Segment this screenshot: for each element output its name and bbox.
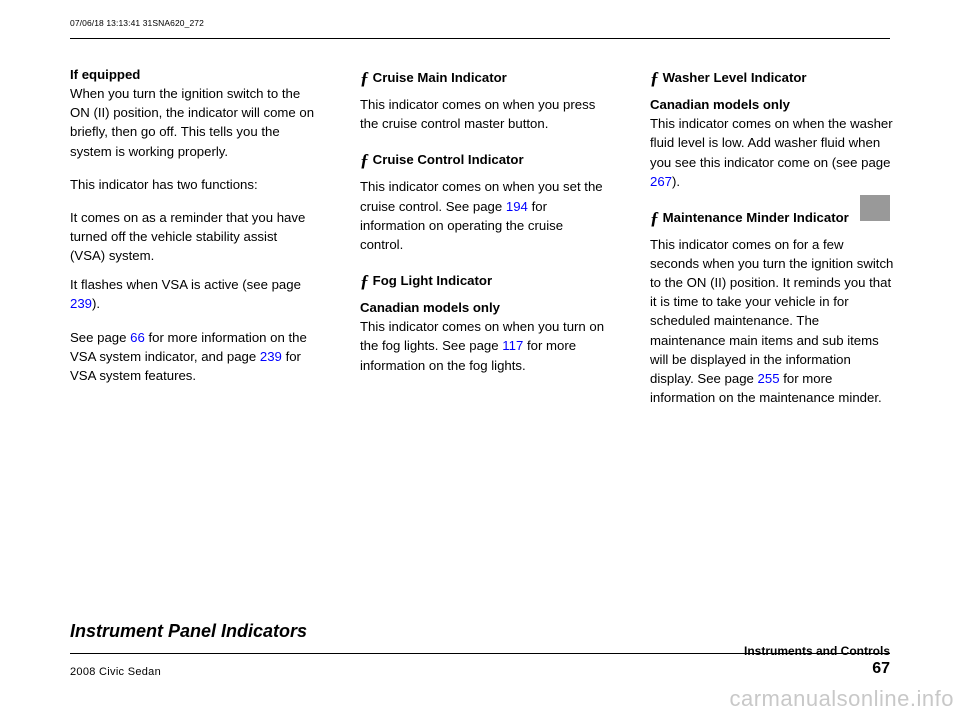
col3-p1-b: ). bbox=[672, 174, 680, 189]
column-2: ƒ Cruise Main Indicator This indicator c… bbox=[360, 65, 605, 421]
page-side-tab bbox=[860, 195, 890, 221]
col1-para3: See page 66 for more information on the … bbox=[70, 328, 315, 385]
canadian-label-2: Canadian models only bbox=[650, 97, 790, 112]
column-1: If equipped When you turn the ignition s… bbox=[70, 65, 315, 421]
col1-para1: If equipped When you turn the ignition s… bbox=[70, 65, 315, 161]
page-footer: 2008 Civic Sedan Instruments and Control… bbox=[70, 644, 890, 678]
col2-h3-line: ƒ Fog Light Indicator bbox=[360, 268, 605, 294]
page-link-239a[interactable]: 239 bbox=[70, 296, 92, 311]
col2-p1: This indicator comes on when you press t… bbox=[360, 95, 605, 133]
page-link-194[interactable]: 194 bbox=[506, 199, 528, 214]
manual-id: 2008 Civic Sedan bbox=[70, 666, 161, 678]
col3-p1-a: This indicator comes on when the washer … bbox=[650, 116, 893, 169]
col1-item2: It flashes when VSA is active (see page … bbox=[70, 275, 315, 313]
content-columns: If equipped When you turn the ignition s… bbox=[70, 45, 890, 421]
col2-p2-a: This indicator comes on when you set the… bbox=[360, 179, 603, 213]
col1-item1-text: It comes on as a reminder that you have … bbox=[70, 210, 305, 263]
col3-p1: Canadian models only This indicator come… bbox=[650, 95, 895, 191]
header-rule bbox=[70, 38, 890, 39]
fancy-f-icon: ƒ bbox=[360, 268, 369, 294]
footer-chapter: Instruments and Controls bbox=[744, 644, 890, 658]
col1-item2-text-b: ). bbox=[92, 296, 100, 311]
fog-light-heading: Fog Light Indicator bbox=[373, 273, 492, 288]
page-number: 67 bbox=[744, 659, 890, 678]
fancy-f-icon: ƒ bbox=[650, 65, 659, 91]
fancy-f-icon: ƒ bbox=[360, 65, 369, 91]
watermark: carmanualsonline.info bbox=[729, 686, 954, 712]
cruise-control-heading: Cruise Control Indicator bbox=[373, 152, 524, 167]
col1-para2-intro: This indicator has two functions: bbox=[70, 175, 315, 194]
section-title: Instrument Panel Indicators bbox=[70, 621, 307, 642]
col3-h2-line: ƒ Maintenance Minder Indicator bbox=[650, 205, 895, 231]
col3-h1-line: ƒ Washer Level Indicator bbox=[650, 65, 895, 91]
canadian-label-1: Canadian models only bbox=[360, 300, 500, 315]
page-link-239b[interactable]: 239 bbox=[260, 349, 282, 364]
page-link-66[interactable]: 66 bbox=[130, 330, 145, 345]
col3-p2-a: This indicator comes on for a few second… bbox=[650, 237, 893, 386]
fancy-f-icon: ƒ bbox=[360, 147, 369, 173]
column-3: ƒ Washer Level Indicator Canadian models… bbox=[650, 65, 895, 421]
page-link-255[interactable]: 255 bbox=[758, 371, 780, 386]
col2-h2-line: ƒ Cruise Control Indicator bbox=[360, 147, 605, 173]
page-link-267[interactable]: 267 bbox=[650, 174, 672, 189]
col2-p2: This indicator comes on when you set the… bbox=[360, 177, 605, 254]
footer-right: Instruments and Controls 67 bbox=[744, 644, 890, 678]
col1-item2-text-a: It flashes when VSA is active (see page bbox=[70, 277, 301, 292]
col3-p2: This indicator comes on for a few second… bbox=[650, 235, 895, 407]
col1-item1: It comes on as a reminder that you have … bbox=[70, 208, 315, 265]
maintenance-minder-heading: Maintenance Minder Indicator bbox=[663, 210, 849, 225]
if-equipped-label: If equipped bbox=[70, 67, 140, 82]
washer-level-heading: Washer Level Indicator bbox=[663, 70, 807, 85]
cruise-main-heading: Cruise Main Indicator bbox=[373, 70, 507, 85]
page-link-117[interactable]: 117 bbox=[502, 338, 523, 353]
running-head: 07/06/18 13:13:41 31SNA620_272 bbox=[70, 18, 204, 28]
col1-p1-text: When you turn the ignition switch to the… bbox=[70, 86, 314, 158]
col1-p3-a: See page bbox=[70, 330, 126, 345]
col2-h1-line: ƒ Cruise Main Indicator bbox=[360, 65, 605, 91]
fancy-f-icon: ƒ bbox=[650, 205, 659, 231]
col2-p3: Canadian models only This indicator come… bbox=[360, 298, 605, 375]
